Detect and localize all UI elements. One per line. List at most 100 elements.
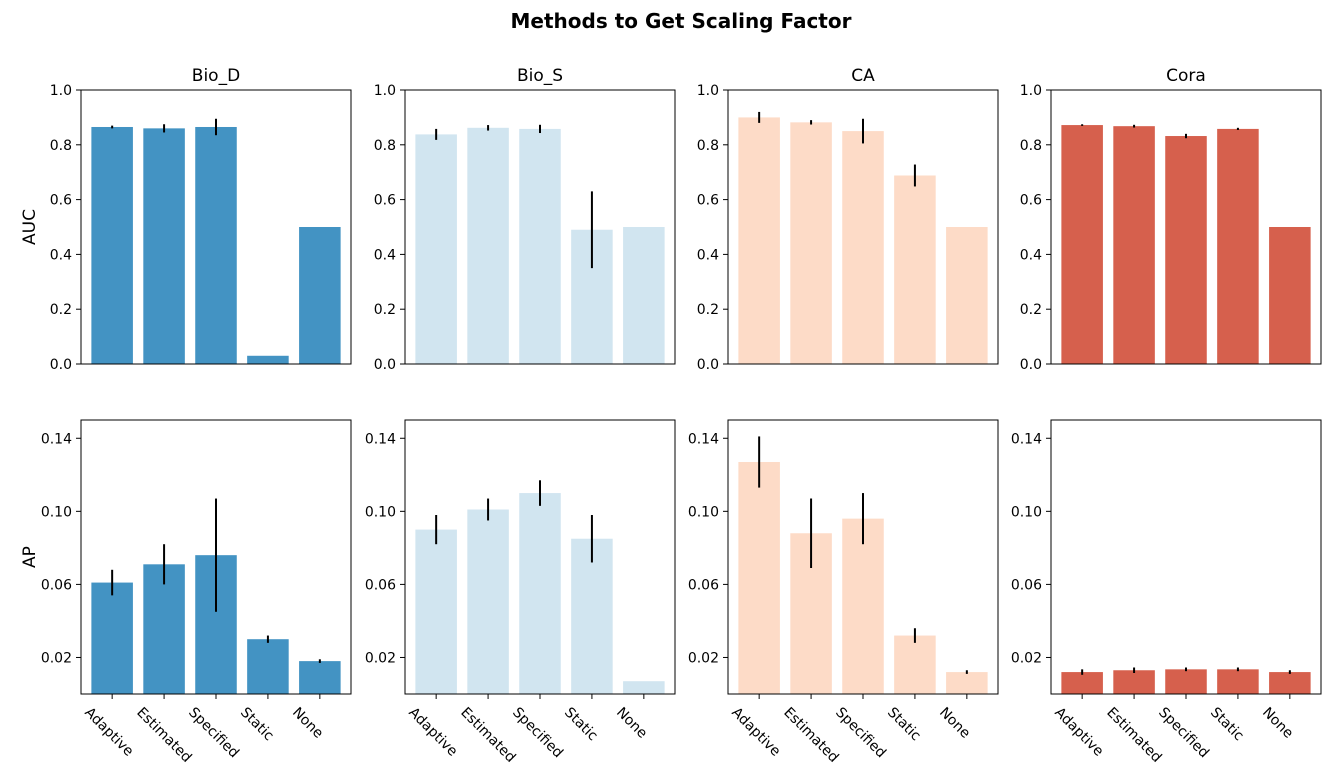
y-tick-label: 0.0 [374, 357, 396, 373]
y-tick-label: 0.4 [374, 247, 396, 263]
y-tick-label: 1.0 [50, 83, 72, 99]
y-tick-label: 0.6 [50, 193, 72, 209]
plot-frame [1050, 89, 1322, 365]
y-axis-label: AP [20, 546, 40, 568]
y-tick-label: 0.8 [374, 138, 396, 154]
y-tick-label: 0.0 [697, 357, 719, 373]
plot-frame [404, 89, 676, 365]
y-tick-label: 0.14 [365, 431, 396, 447]
panel-cora-ap: 0.020.060.100.14AdaptiveEstimatedSpecifi… [1011, 419, 1322, 766]
y-tick-label: 0.06 [1011, 577, 1042, 593]
y-tick-label: 0.10 [41, 504, 72, 520]
y-tick-label: 1.0 [1020, 83, 1042, 99]
x-tick-label: Estimated [457, 705, 518, 766]
bar-adaptive [415, 134, 457, 364]
y-tick-label: 0.14 [1011, 431, 1042, 447]
y-tick-label: 0.14 [41, 431, 72, 447]
bar-static [894, 635, 936, 694]
bar-specified [842, 518, 884, 694]
bar-estimated [143, 564, 185, 694]
y-tick-label: 0.2 [374, 302, 396, 318]
plot-frame [404, 419, 676, 695]
y-tick-label: 0.06 [365, 577, 396, 593]
bar-estimated [1113, 670, 1155, 694]
bar-static [247, 355, 289, 364]
panels-grid: 0.00.20.40.60.81.0Bio_DAUC0.00.20.40.60.… [20, 66, 1322, 766]
bar-none [946, 227, 988, 364]
y-tick-label: 0.4 [697, 247, 719, 263]
bar-estimated [790, 122, 832, 364]
y-tick-label: 0.4 [1020, 247, 1042, 263]
figure-title: Methods to Get Scaling Factor [511, 9, 852, 33]
panel-bio-s-ap: 0.020.060.100.14AdaptiveEstimatedSpecifi… [365, 419, 676, 766]
bar-specified [1165, 669, 1207, 694]
x-tick-label: None [613, 705, 650, 742]
plot-frame [727, 419, 999, 695]
bar-static [571, 538, 613, 694]
x-tick-label: Adaptive [1051, 705, 1106, 760]
y-tick-label: 0.02 [688, 650, 719, 666]
y-tick-label: 0.2 [697, 302, 719, 318]
y-tick-label: 0.8 [697, 138, 719, 154]
panel-title: Cora [1166, 66, 1206, 86]
bar-adaptive [91, 126, 133, 365]
x-tick-label: Estimated [133, 705, 194, 766]
y-tick-label: 0.6 [374, 193, 396, 209]
bar-static [1217, 669, 1259, 694]
y-tick-label: 0.6 [697, 193, 719, 209]
bar-estimated [1113, 126, 1155, 364]
y-axis-label: AUC [20, 209, 40, 245]
plot-frame [1050, 419, 1322, 695]
x-tick-label: Adaptive [405, 705, 460, 760]
y-tick-label: 0.02 [1011, 650, 1042, 666]
x-tick-label: Static [237, 705, 277, 745]
y-tick-label: 0.4 [50, 247, 72, 263]
panel-bio-d-auc: 0.0 0.2 0.4 0.6 0.8 1.0 Bio_D AUC [20, 66, 352, 373]
x-tick-label: Estimated [780, 705, 841, 766]
panel-bio-d-ap: 0.020.060.100.14AdaptiveEstimatedSpecifi… [20, 419, 352, 766]
y-tick-label: 0.10 [688, 504, 719, 520]
x-tick-label: Adaptive [81, 705, 136, 760]
y-tick-label: 0.10 [1011, 504, 1042, 520]
bar-none [299, 227, 341, 364]
bar-specified [195, 126, 237, 365]
x-tick-label: Static [561, 705, 601, 745]
y-tick-label: 0.0 [1020, 357, 1042, 373]
y-tick-label: 0.8 [1020, 138, 1042, 154]
panel-cora-auc: 0.0 0.2 0.4 0.6 0.8 1.0 Cora [1020, 66, 1322, 373]
panel-title: Bio_S [517, 66, 563, 86]
y-tick-label: 1.0 [374, 83, 396, 99]
bar-estimated [143, 128, 185, 364]
y-tick-label: 0.6 [1020, 193, 1042, 209]
bar-none [946, 672, 988, 694]
plot-area [1051, 420, 1321, 694]
y-tick-label: 0.8 [50, 138, 72, 154]
x-tick-label: Static [1207, 705, 1247, 745]
y-tick-label: 0.02 [41, 650, 72, 666]
bar-specified [842, 131, 884, 364]
bar-adaptive [1061, 672, 1103, 694]
x-tick-label: None [1259, 705, 1296, 742]
bar-static [247, 639, 289, 694]
plot-frame [80, 89, 352, 365]
y-tick-label: 0.06 [688, 577, 719, 593]
bar-static [894, 175, 936, 364]
x-tick-label: None [289, 705, 326, 742]
bar-adaptive [738, 462, 780, 694]
bar-adaptive [738, 117, 780, 365]
x-tick-label: Estimated [1103, 705, 1164, 766]
bar-specified [1165, 136, 1207, 364]
bar-estimated [467, 509, 509, 694]
bar-none [1269, 227, 1311, 364]
bar-specified [519, 128, 561, 364]
plot-frame [80, 419, 352, 695]
bar-adaptive [415, 529, 457, 694]
y-tick-label: 0.06 [41, 577, 72, 593]
panel-title: CA [851, 66, 875, 86]
bar-none [623, 227, 665, 364]
x-tick-label: None [936, 705, 973, 742]
y-tick-label: 0.0 [50, 357, 72, 373]
panel-ca-auc: 0.0 0.2 0.4 0.6 0.8 1.0 CA [697, 66, 999, 373]
y-tick-label: 0.2 [50, 302, 72, 318]
